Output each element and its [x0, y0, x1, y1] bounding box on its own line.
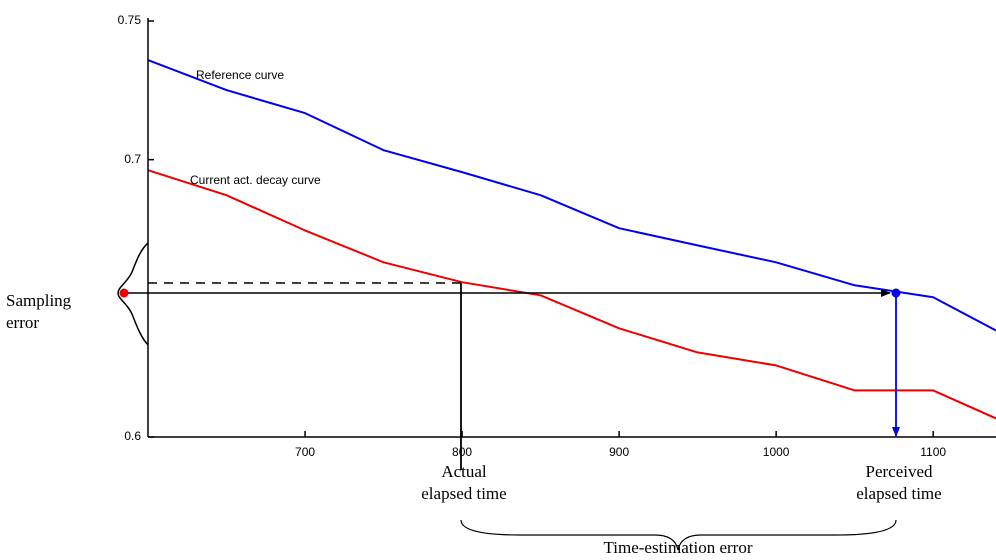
series-line [147, 169, 996, 420]
y-tick-label: 0.75 [118, 13, 142, 27]
annotation: Time-estimation error [603, 538, 752, 557]
distribution [117, 242, 149, 346]
curves [147, 59, 996, 420]
x-tick-label: 700 [295, 445, 315, 459]
annotation: Perceived [865, 462, 933, 481]
brace [460, 519, 897, 551]
curve-label: Reference curve [196, 68, 284, 82]
x-tick-label: 800 [452, 445, 472, 459]
series-line [147, 59, 996, 332]
x-tick-label: 1000 [763, 445, 790, 459]
perceived-dot [891, 288, 901, 298]
curve-label: Current act. decay curve [190, 173, 321, 187]
x-tick-label: 900 [609, 445, 629, 459]
annotation: error [6, 313, 39, 332]
annotation: elapsed time [421, 484, 506, 503]
y-tick-label: 0.6 [124, 429, 141, 443]
sample-dot [119, 288, 129, 298]
y-tick-label: 0.7 [124, 152, 141, 166]
annotation: elapsed time [856, 484, 941, 503]
annotation: Actual [441, 462, 487, 481]
annotation: Sampling [6, 291, 72, 310]
x-tick-label: 1100 [920, 445, 946, 459]
